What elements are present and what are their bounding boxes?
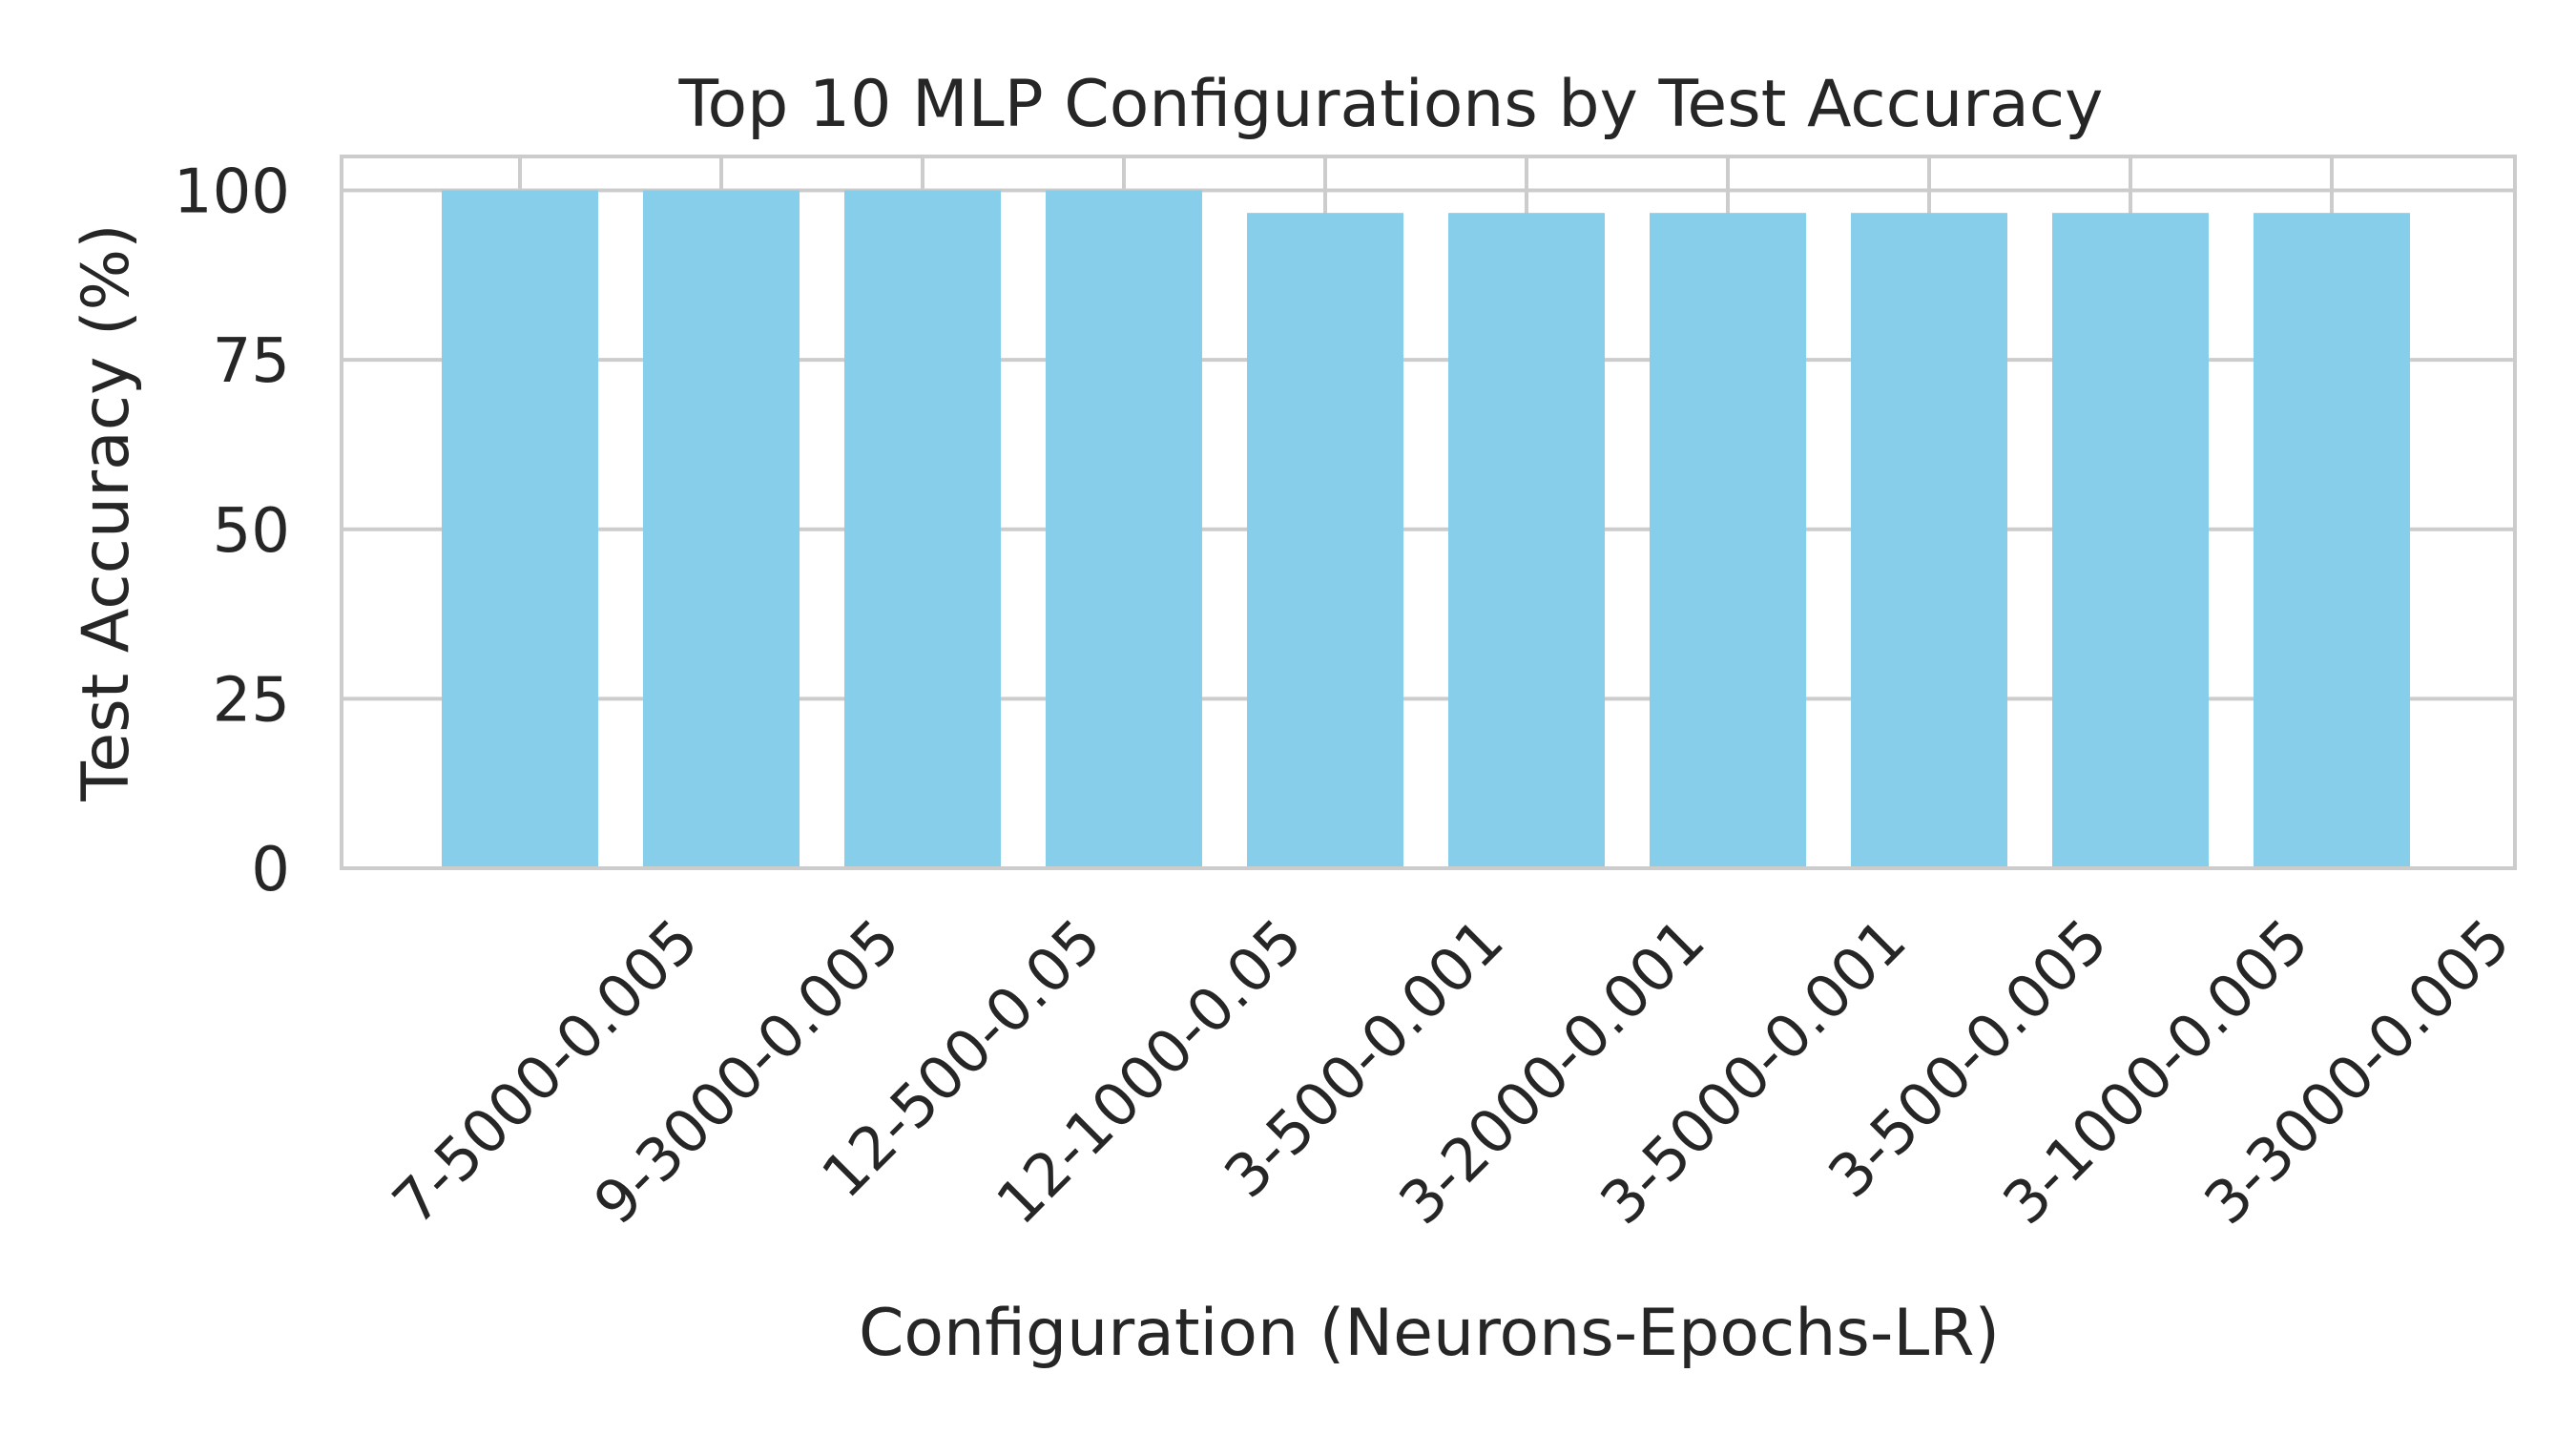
bar xyxy=(643,190,800,868)
bars xyxy=(442,190,2410,868)
chart-title: Top 10 MLP Configurations by Test Accura… xyxy=(678,67,2104,142)
bar xyxy=(2052,213,2209,868)
y-tick-label: 50 xyxy=(213,496,290,567)
y-axis-label: Test Accuracy (%) xyxy=(69,223,144,801)
bar xyxy=(1247,213,1403,868)
bar xyxy=(1650,213,1806,868)
bar xyxy=(442,190,598,868)
bar xyxy=(1046,190,1202,868)
bar xyxy=(1851,213,2007,868)
y-tick-label: 0 xyxy=(251,835,290,905)
bar xyxy=(844,190,1001,868)
x-axis-label: Configuration (Neurons-Epochs-LR) xyxy=(859,1296,2000,1371)
y-tick-label: 75 xyxy=(213,326,290,397)
bar xyxy=(1448,213,1605,868)
plot-frame xyxy=(340,155,2517,870)
bar xyxy=(2254,213,2410,868)
y-tick-labels: 0 25 50 75 100 xyxy=(174,157,290,905)
y-tick-label: 25 xyxy=(213,665,290,736)
y-tick-label: 100 xyxy=(174,157,290,228)
